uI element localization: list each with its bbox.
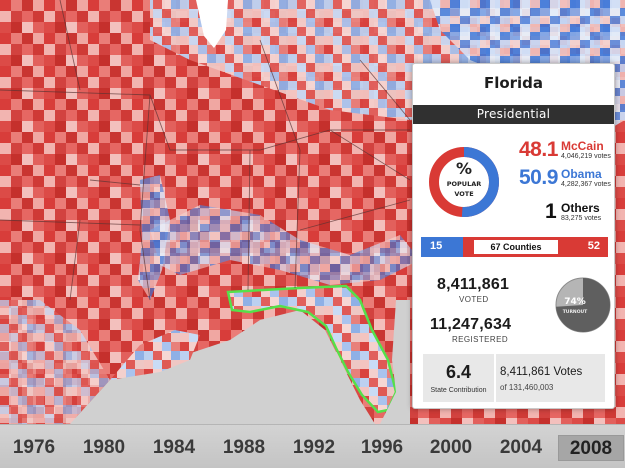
mccain-name: McCain xyxy=(561,139,604,153)
obama-votes: 4,282,367 votes xyxy=(561,181,611,188)
turnout-pie: 74% TURNOUT xyxy=(554,276,612,334)
map-south-blue xyxy=(150,205,420,285)
year-1992[interactable]: 1992 xyxy=(292,437,336,458)
race-bar xyxy=(413,105,614,124)
turnout-label: TURNOUT xyxy=(562,310,588,315)
county-split-bar: 15 67 Counties 52 xyxy=(421,237,608,257)
contribution-label: State Contribution xyxy=(430,387,487,394)
registered-label: REGISTERED xyxy=(452,335,509,344)
contribution-value: 6.4 xyxy=(445,362,472,382)
year-1996[interactable]: 1996 xyxy=(360,437,404,458)
rep-county-count: 52 xyxy=(587,240,600,252)
donut-symbol: % xyxy=(455,159,473,178)
race-label[interactable]: Presidential xyxy=(476,107,551,121)
year-1988[interactable]: 1988 xyxy=(222,437,266,458)
louisiana-coast xyxy=(110,330,200,380)
turnout-pct: 74% xyxy=(564,297,586,307)
county-bar-dem xyxy=(421,237,463,257)
others-name: Others xyxy=(561,201,600,215)
dem-county-count: 15 xyxy=(430,240,443,252)
donut-obama xyxy=(429,147,499,217)
total-votes-sub: of 131,460,003 xyxy=(500,383,554,392)
turnout-slice xyxy=(556,278,610,332)
donut-label-2: VOTE xyxy=(454,190,474,198)
others-pct: 1 xyxy=(545,200,557,223)
candidate-others: 1 Others 83,275 votes xyxy=(519,200,614,226)
atlantic-ocean xyxy=(380,300,410,424)
state-info-panel: Florida Presidential % POPULAR VOTE 48.1… xyxy=(412,63,615,409)
map-river-blue xyxy=(138,175,170,300)
map-west-mixed xyxy=(0,300,110,424)
voted-value: 8,411,861 xyxy=(437,276,510,293)
state-name: Florida xyxy=(483,74,544,92)
year-1976[interactable]: 1976 xyxy=(12,437,56,458)
registered-value: 11,247,634 xyxy=(430,316,512,333)
lake xyxy=(196,0,228,48)
voted-label: VOTED xyxy=(459,295,489,304)
candidate-obama: 50.9 Obama 4,282,367 votes xyxy=(519,166,614,192)
mccain-votes: 4,046,219 votes xyxy=(561,153,611,160)
florida-outline xyxy=(226,284,398,414)
county-total-label: 67 Counties xyxy=(474,240,558,254)
year-2004[interactable]: 2004 xyxy=(499,437,543,458)
year-timeline: 1976 1980 1984 1988 1992 1996 2000 2004 … xyxy=(0,424,625,468)
year-1980[interactable]: 1980 xyxy=(82,437,126,458)
candidate-mccain: 48.1 McCain 4,046,219 votes xyxy=(519,138,614,164)
obama-name: Obama xyxy=(561,167,602,181)
year-2008[interactable]: 2008 xyxy=(558,435,624,461)
obama-pct: 50.9 xyxy=(519,166,558,189)
total-votes-box: 8,411,861 Votes of 131,460,003 xyxy=(496,354,605,402)
mccain-pct: 48.1 xyxy=(519,138,558,161)
state-contribution-box: 6.4 State Contribution xyxy=(423,354,494,402)
popular-vote-donut: % POPULAR VOTE xyxy=(426,144,502,220)
year-1984[interactable]: 1984 xyxy=(152,437,196,458)
state-borders xyxy=(0,0,411,301)
gulf-of-mexico xyxy=(70,310,375,424)
others-votes: 83,275 votes xyxy=(561,215,602,222)
year-2000[interactable]: 2000 xyxy=(429,437,473,458)
donut-label-1: POPULAR xyxy=(446,180,482,188)
total-votes-main: 8,411,861 Votes xyxy=(500,366,583,378)
